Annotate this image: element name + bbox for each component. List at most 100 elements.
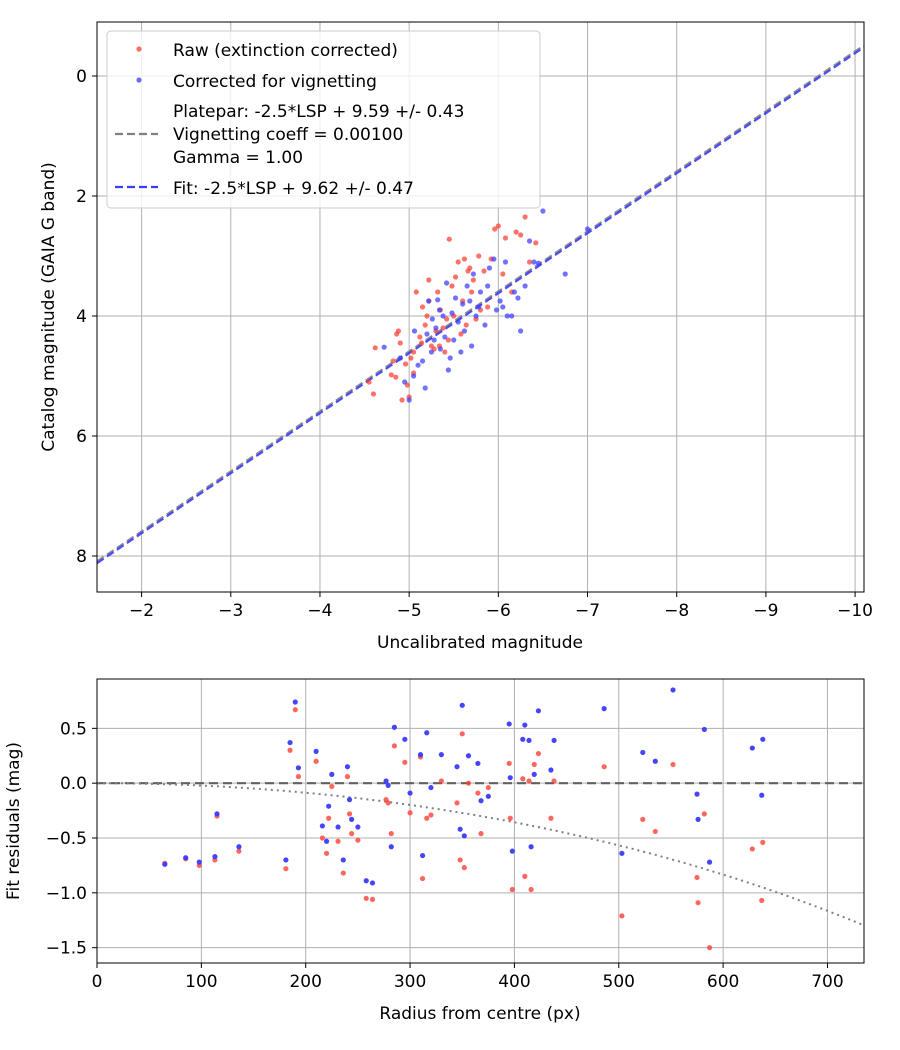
bottom-corrected-point bbox=[485, 793, 491, 799]
bottom-corrected-point bbox=[363, 878, 369, 884]
top-raw-point bbox=[492, 226, 498, 232]
top-raw-point bbox=[495, 223, 501, 229]
top-x-tick-label: −3 bbox=[218, 601, 243, 621]
top-corrected-point bbox=[458, 349, 464, 355]
top-corrected-point bbox=[433, 325, 439, 331]
bottom-raw-point bbox=[619, 913, 625, 919]
bottom-raw-point bbox=[465, 780, 472, 786]
top-raw-point bbox=[419, 304, 426, 310]
top-y-axis-label: Catalog magnitude (GAIA G band) bbox=[39, 162, 59, 452]
top-corrected-point bbox=[526, 238, 533, 244]
bottom-raw-point bbox=[454, 800, 460, 806]
bottom-raw-point bbox=[323, 850, 330, 856]
bottom-corrected-point bbox=[652, 758, 658, 764]
bottom-corrected-point bbox=[548, 767, 554, 773]
bottom-y-tick-label: −0.5 bbox=[46, 829, 87, 849]
bottom-raw-point bbox=[329, 783, 335, 790]
bottom-raw-point bbox=[485, 784, 491, 791]
bottom-raw-point bbox=[531, 761, 537, 768]
legend-platepar-label: Platepar: -2.5*LSP + 9.59 +/- 0.43 bbox=[173, 102, 464, 122]
top-corrected-point bbox=[497, 298, 503, 304]
top-raw-point bbox=[476, 253, 482, 259]
bottom-corrected-point bbox=[323, 838, 330, 844]
top-raw-point bbox=[455, 259, 461, 265]
bottom-raw-point bbox=[509, 886, 515, 893]
bottom-corrected-point bbox=[162, 861, 168, 867]
top-corrected-point bbox=[460, 301, 466, 307]
bottom-raw-point bbox=[295, 773, 302, 780]
bottom-raw-point bbox=[520, 776, 526, 782]
top-raw-point bbox=[500, 271, 506, 277]
bottom-x-tick-label: 200 bbox=[289, 972, 321, 992]
bottom-x-tick-label: 300 bbox=[394, 972, 426, 992]
bottom-raw-point bbox=[391, 743, 398, 749]
top-corrected-point bbox=[435, 297, 441, 303]
top-y-tick-label: 2 bbox=[76, 187, 87, 207]
top-corrected-point bbox=[431, 337, 437, 343]
top-corrected-point bbox=[447, 355, 453, 361]
top-corrected-point bbox=[504, 313, 510, 319]
top-corrected-point bbox=[468, 343, 475, 349]
top-raw-point bbox=[446, 236, 452, 242]
bottom-corrected-point bbox=[522, 722, 528, 728]
bottom-corrected-point bbox=[383, 778, 389, 784]
bottom-raw-point bbox=[283, 866, 289, 872]
top-corrected-point bbox=[426, 298, 432, 304]
top-x-tick-label: −8 bbox=[664, 601, 689, 621]
top-raw-point bbox=[518, 232, 524, 238]
bottom-raw-point bbox=[319, 835, 326, 841]
bottom-vignetting-curve bbox=[97, 782, 865, 927]
top-corrected-point bbox=[428, 349, 435, 355]
bottom-grid bbox=[96, 679, 864, 963]
bottom-corrected-point bbox=[454, 764, 460, 770]
legend: Raw (extinction corrected) Corrected for… bbox=[106, 30, 541, 209]
bottom-raw-point bbox=[385, 800, 391, 806]
bottom-corrected-point bbox=[417, 752, 424, 758]
bottom-raw-point bbox=[694, 874, 700, 881]
bottom-corrected-point bbox=[520, 736, 526, 742]
bottom-raw-point bbox=[388, 831, 394, 837]
bottom-corrected-point bbox=[640, 749, 646, 756]
bottom-corrected-point bbox=[670, 687, 676, 693]
bottom-corrected-point bbox=[749, 745, 755, 751]
bottom-corrected-point bbox=[340, 857, 346, 863]
top-corrected-point bbox=[522, 283, 528, 289]
bottom-corrected-point bbox=[313, 748, 319, 754]
bottom-axes-frame bbox=[96, 678, 865, 964]
bottom-corrected-point bbox=[506, 721, 512, 727]
legend-box bbox=[106, 30, 541, 209]
bottom-corrected-point bbox=[236, 844, 242, 850]
bottom-raw-point bbox=[369, 896, 376, 903]
bottom-corrected-point bbox=[391, 724, 398, 730]
bottom-corrected-point bbox=[407, 790, 413, 796]
bottom-raw-point bbox=[695, 900, 701, 906]
bottom-corrected-point bbox=[329, 771, 335, 777]
top-raw-point bbox=[467, 265, 473, 271]
top-x-tick-label: −4 bbox=[307, 601, 332, 621]
bottom-raw-point bbox=[601, 764, 607, 770]
top-corrected-point bbox=[449, 310, 455, 316]
bottom-corrected-point bbox=[478, 798, 484, 804]
top-raw-point bbox=[461, 256, 468, 262]
bottom-raw-point bbox=[528, 886, 534, 893]
bottom-x-tick-label: 100 bbox=[185, 972, 217, 992]
bottom-raw-point bbox=[475, 790, 481, 796]
legend-corrected-label: Corrected for vignetting bbox=[173, 72, 377, 92]
top-corrected-point bbox=[584, 226, 591, 232]
bottom-corrected-point bbox=[531, 771, 537, 777]
top-corrected-point bbox=[402, 379, 408, 385]
bottom-raw-point bbox=[438, 778, 444, 784]
bottom-corrected-point bbox=[528, 844, 534, 850]
bottom-raw-point bbox=[402, 759, 408, 765]
top-corrected-point bbox=[476, 304, 482, 310]
bottom-raw-point bbox=[349, 831, 355, 837]
bottom-corrected-point bbox=[283, 857, 289, 863]
bottom-corrected-point bbox=[402, 736, 408, 742]
bottom-raw-point bbox=[640, 816, 646, 822]
top-raw-point bbox=[522, 214, 528, 220]
bottom-raw-point bbox=[506, 760, 512, 767]
top-corrected-point bbox=[518, 328, 524, 334]
bottom-corrected-point bbox=[355, 824, 361, 830]
top-corrected-point bbox=[424, 331, 430, 337]
